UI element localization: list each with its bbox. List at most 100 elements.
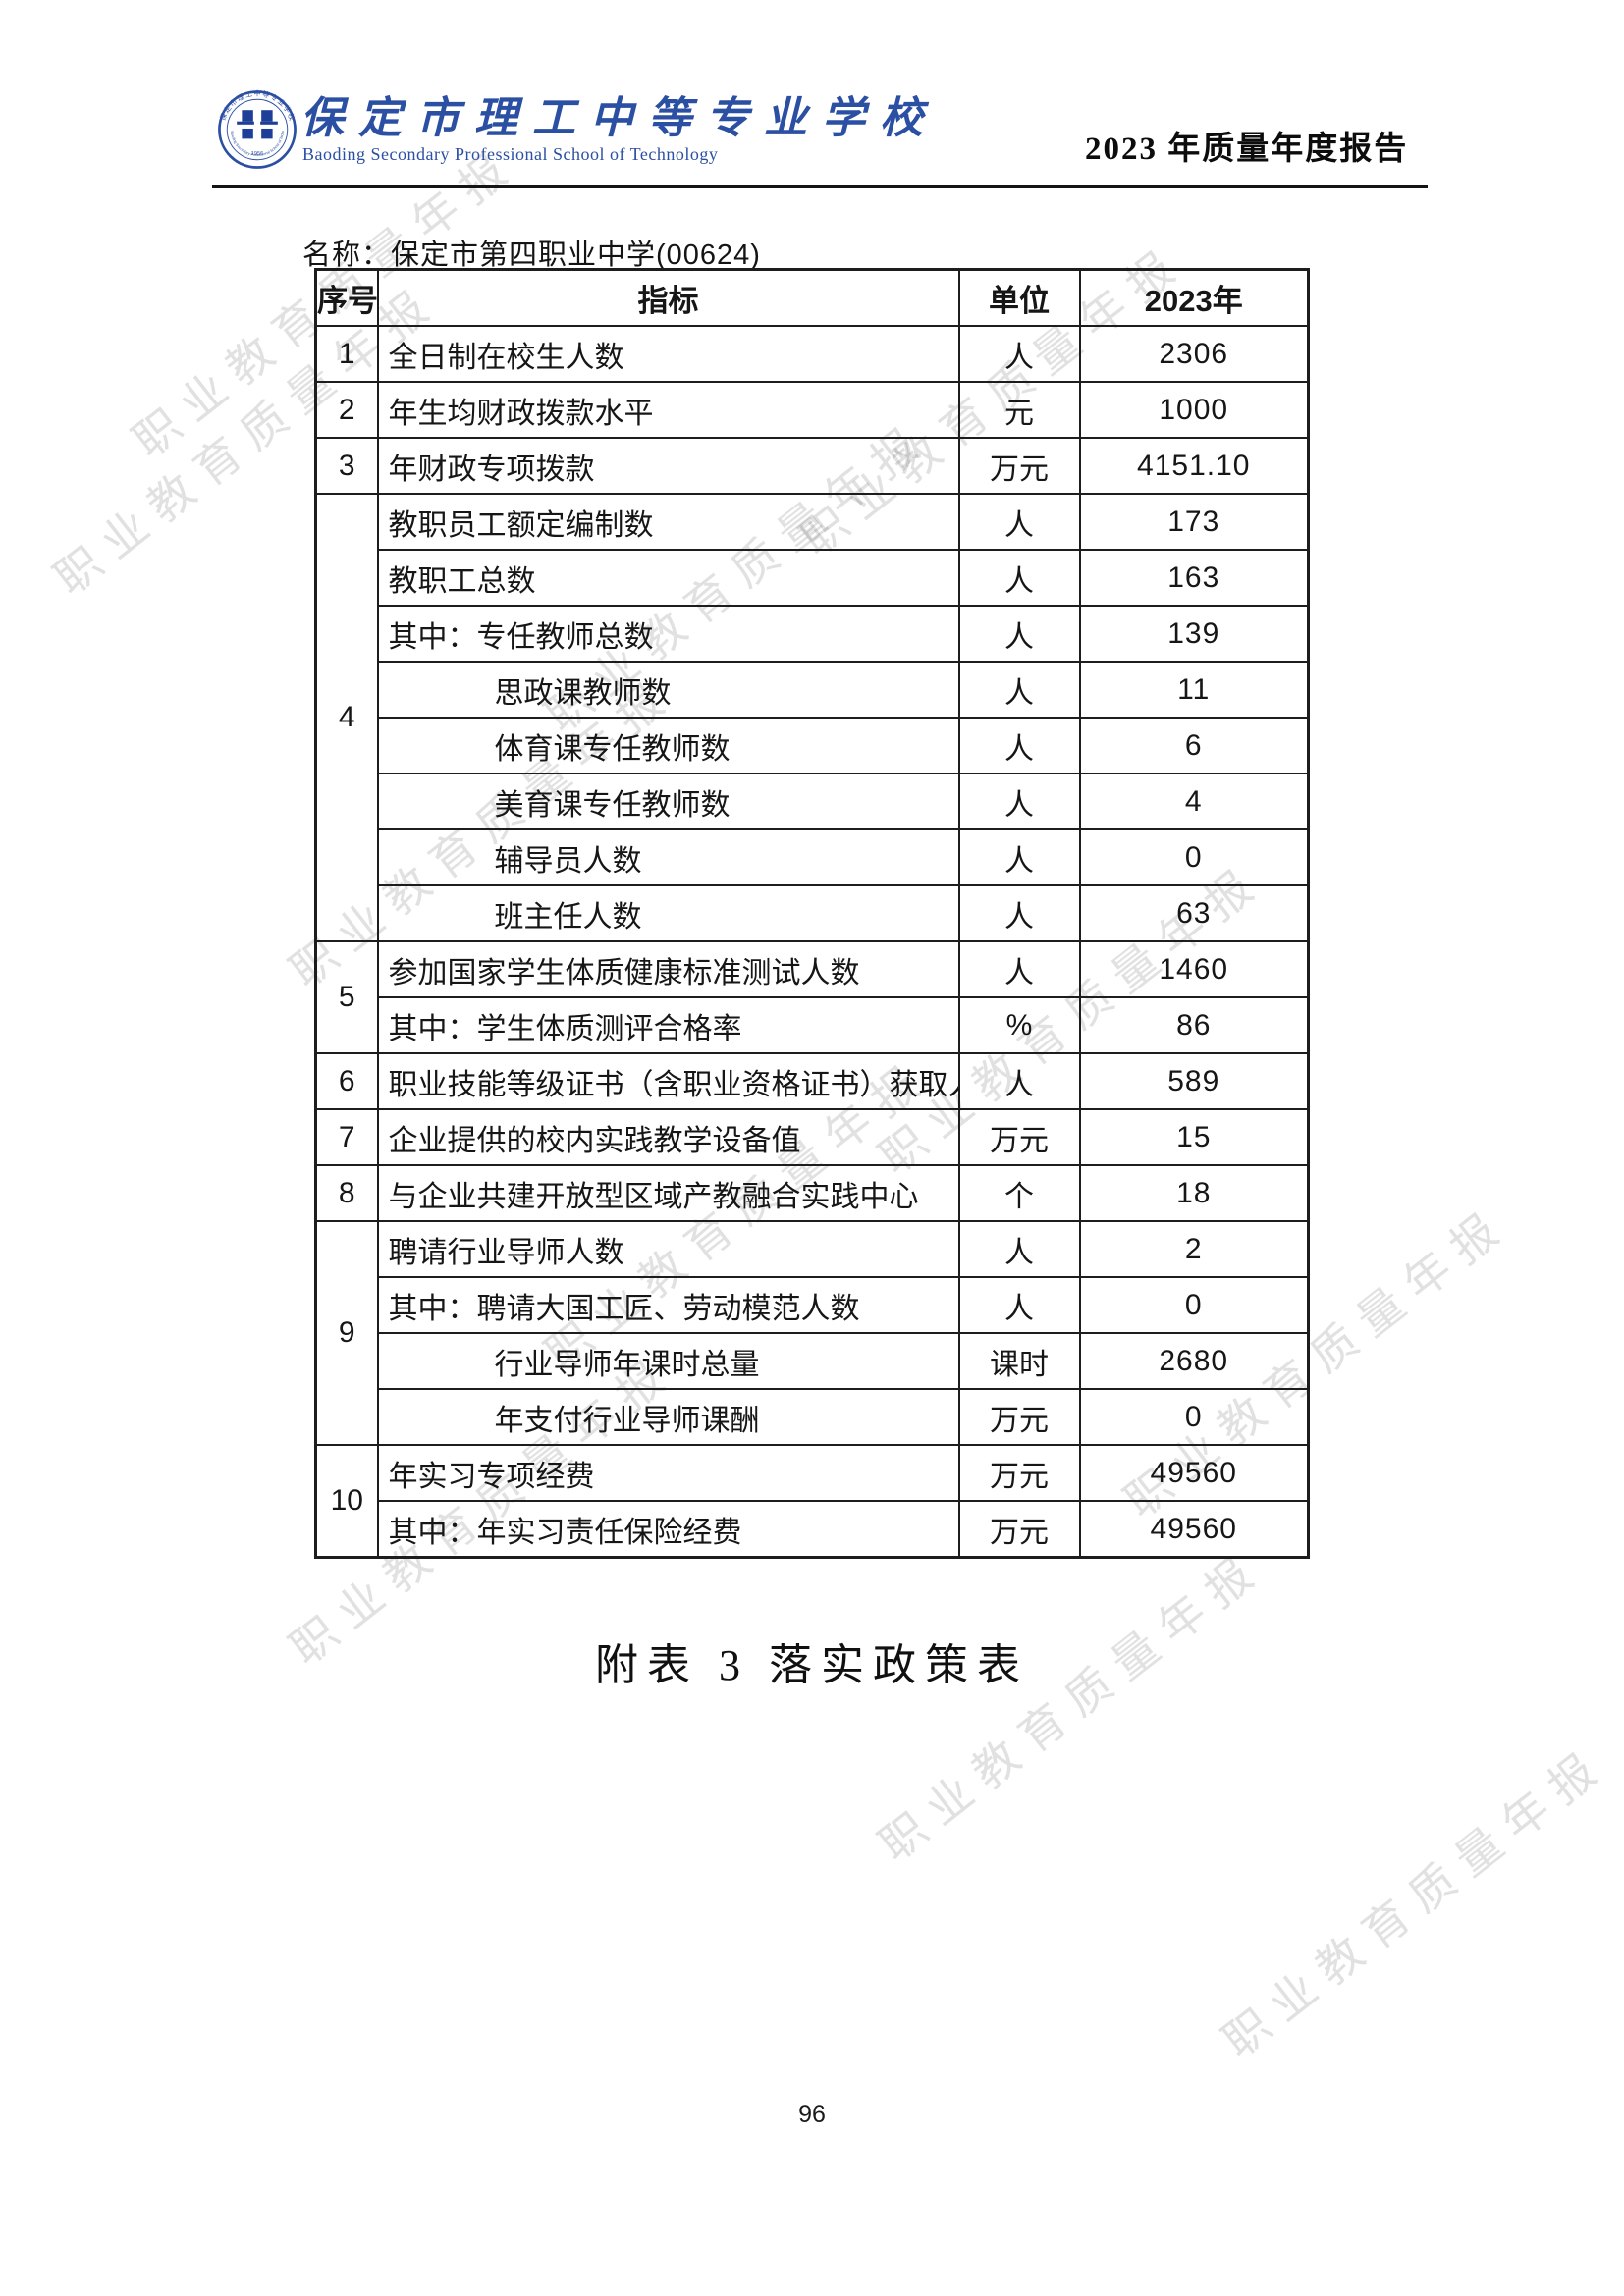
cell-indicator: 教职工总数 <box>376 549 960 607</box>
cell-serial-number: 3 <box>314 437 379 495</box>
table-row: 7 企业提供的校内实践教学设备值 万元 15 <box>314 1108 1310 1166</box>
cell-value-2023: 0 <box>1078 1276 1310 1334</box>
table-row: 其中：专任教师总数人 139 <box>316 605 1310 663</box>
cell-indicator: 年支付行业导师课酬 <box>376 1388 960 1446</box>
table-row: 10 年实习专项经费 万元 49560 <box>314 1444 1310 1559</box>
cell-value-2023: 1000 <box>1078 381 1310 439</box>
seal-year-text: 1956 <box>251 151 264 157</box>
school-name-en: Baoding Secondary Professional School of… <box>302 144 719 164</box>
cell-unit: 人 <box>957 1052 1081 1110</box>
cell-serial-number: 9 <box>314 1220 379 1446</box>
cell-serial-number: 2 <box>314 381 379 439</box>
cell-indicator: 聘请行业导师人数 <box>376 1220 960 1278</box>
cell-indicator: 年实习专项经费 <box>376 1444 960 1502</box>
school-name-zh: 保定市理工中等专业学校 <box>300 94 938 142</box>
cell-indicator: 全日制在校生人数 <box>376 325 960 383</box>
school-name-line: 名称：保定市第四职业中学(00624) <box>302 240 761 271</box>
table-row: 体育课专任教师数人 6 <box>316 717 1310 774</box>
report-title: 2023 年质量年度报告 <box>1085 132 1409 167</box>
cell-value-2023: 49560 <box>1078 1444 1310 1502</box>
table-row: 辅导员人数人 0 <box>316 828 1310 886</box>
cell-indicator: 班主任人数 <box>376 884 960 942</box>
cell-indicator: 美育课专任教师数 <box>376 773 960 830</box>
cell-indicator: 体育课专任教师数 <box>376 717 960 774</box>
cell-unit: 人 <box>957 661 1081 719</box>
cell-unit: 课时 <box>957 1332 1081 1390</box>
cell-unit: 人 <box>957 717 1081 774</box>
column-header-unit: 单位 <box>957 268 1081 327</box>
cell-unit: 人 <box>957 605 1081 663</box>
table-row: 5 参加国家学生体质健康标准测试人数人 1460 <box>314 940 1310 1054</box>
cell-value-2023: 173 <box>1078 493 1310 551</box>
header-divider <box>212 185 1428 188</box>
cell-value-2023: 18 <box>1078 1164 1310 1222</box>
cell-value-2023: 0 <box>1078 1388 1310 1446</box>
cell-unit: 人 <box>957 325 1081 383</box>
school-logo: 保定市理工中等专业学校 Baoding Secondary Profession… <box>207 78 306 179</box>
cell-indicator: 其中：年实习责任保险经费 <box>376 1500 960 1559</box>
cell-unit: 人 <box>957 884 1081 942</box>
cell-indicator: 思政课教师数 <box>376 661 960 719</box>
cell-indicator: 其中：聘请大国工匠、劳动模范人数 <box>376 1276 960 1334</box>
cell-value-2023: 1460 <box>1078 940 1310 998</box>
cell-unit: 万元 <box>957 1108 1081 1166</box>
cell-indicator: 企业提供的校内实践教学设备值 <box>376 1108 960 1166</box>
seal-emblem <box>237 110 278 139</box>
table-row: 其中：年实习责任保险经费 万元 49560 <box>316 1500 1310 1559</box>
cell-unit: 人 <box>957 549 1081 607</box>
column-header-indicator: 指标 <box>376 268 960 327</box>
cell-indicator: 职业技能等级证书（含职业资格证书）获取人数 <box>376 1052 960 1110</box>
cell-unit: 万元 <box>957 437 1081 495</box>
cell-unit: 人 <box>957 1220 1081 1278</box>
table-row: 3 年财政专项拨款 万元 4151.10 <box>314 437 1310 495</box>
table-row: 其中：学生体质测评合格率% 86 <box>316 996 1310 1054</box>
cell-value-2023: 139 <box>1078 605 1310 663</box>
cell-serial-number: 4 <box>314 493 379 942</box>
cell-unit: 万元 <box>957 1444 1081 1502</box>
cell-serial-number: 6 <box>314 1052 379 1110</box>
cell-indicator: 参加国家学生体质健康标准测试人数 <box>376 940 960 998</box>
table-row: 其中：聘请大国工匠、劳动模范人数人 0 <box>316 1276 1310 1334</box>
cell-value-2023: 4 <box>1078 773 1310 830</box>
table-row: 年支付行业导师课酬 万元 0 <box>316 1388 1310 1446</box>
cell-value-2023: 163 <box>1078 549 1310 607</box>
cell-unit: 人 <box>957 940 1081 998</box>
cell-indicator: 其中：学生体质测评合格率 <box>376 996 960 1054</box>
cell-value-2023: 2 <box>1078 1220 1310 1278</box>
cell-serial-number: 7 <box>314 1108 379 1166</box>
cell-serial-number: 1 <box>314 325 379 383</box>
cell-indicator: 年生均财政拨款水平 <box>376 381 960 439</box>
column-header-year: 2023年 <box>1078 268 1310 327</box>
cell-value-2023: 0 <box>1078 828 1310 886</box>
cell-unit: 人 <box>957 1276 1081 1334</box>
table-row: 美育课专任教师数人 4 <box>316 773 1310 830</box>
cell-indicator: 与企业共建开放型区域产教融合实践中心 <box>376 1164 960 1222</box>
cell-unit: 元 <box>957 381 1081 439</box>
cell-serial-number: 5 <box>314 940 379 1054</box>
cell-unit: 个 <box>957 1164 1081 1222</box>
cell-unit: 人 <box>957 773 1081 830</box>
cell-value-2023: 86 <box>1078 996 1310 1054</box>
cell-indicator: 其中：专任教师总数 <box>376 605 960 663</box>
cell-value-2023: 11 <box>1078 661 1310 719</box>
cell-value-2023: 589 <box>1078 1052 1310 1110</box>
cell-indicator: 年财政专项拨款 <box>376 437 960 495</box>
cell-value-2023: 49560 <box>1078 1500 1310 1559</box>
cell-unit: % <box>957 996 1081 1054</box>
school-seal-icon: 保定市理工中等专业学校 Baoding Secondary Profession… <box>207 78 297 169</box>
cell-unit: 万元 <box>957 1500 1081 1559</box>
cell-value-2023: 2680 <box>1078 1332 1310 1390</box>
page-number: 96 <box>798 2101 826 2128</box>
cell-unit: 人 <box>957 828 1081 886</box>
policy-data-table: 序号 指标 单位 2023年 1 全日制在校生人数人 2306 2 年生均财政拨款水平元… <box>314 268 1310 1559</box>
cell-value-2023: 6 <box>1078 717 1310 774</box>
cell-serial-number: 8 <box>314 1164 379 1222</box>
table-caption: 附表 3 落实政策表 <box>595 1641 1029 1689</box>
cell-unit: 人 <box>957 493 1081 551</box>
cell-value-2023: 15 <box>1078 1108 1310 1166</box>
cell-value-2023: 4151.10 <box>1078 437 1310 495</box>
cell-unit: 万元 <box>957 1388 1081 1446</box>
cell-indicator: 行业导师年课时总量 <box>376 1332 960 1390</box>
